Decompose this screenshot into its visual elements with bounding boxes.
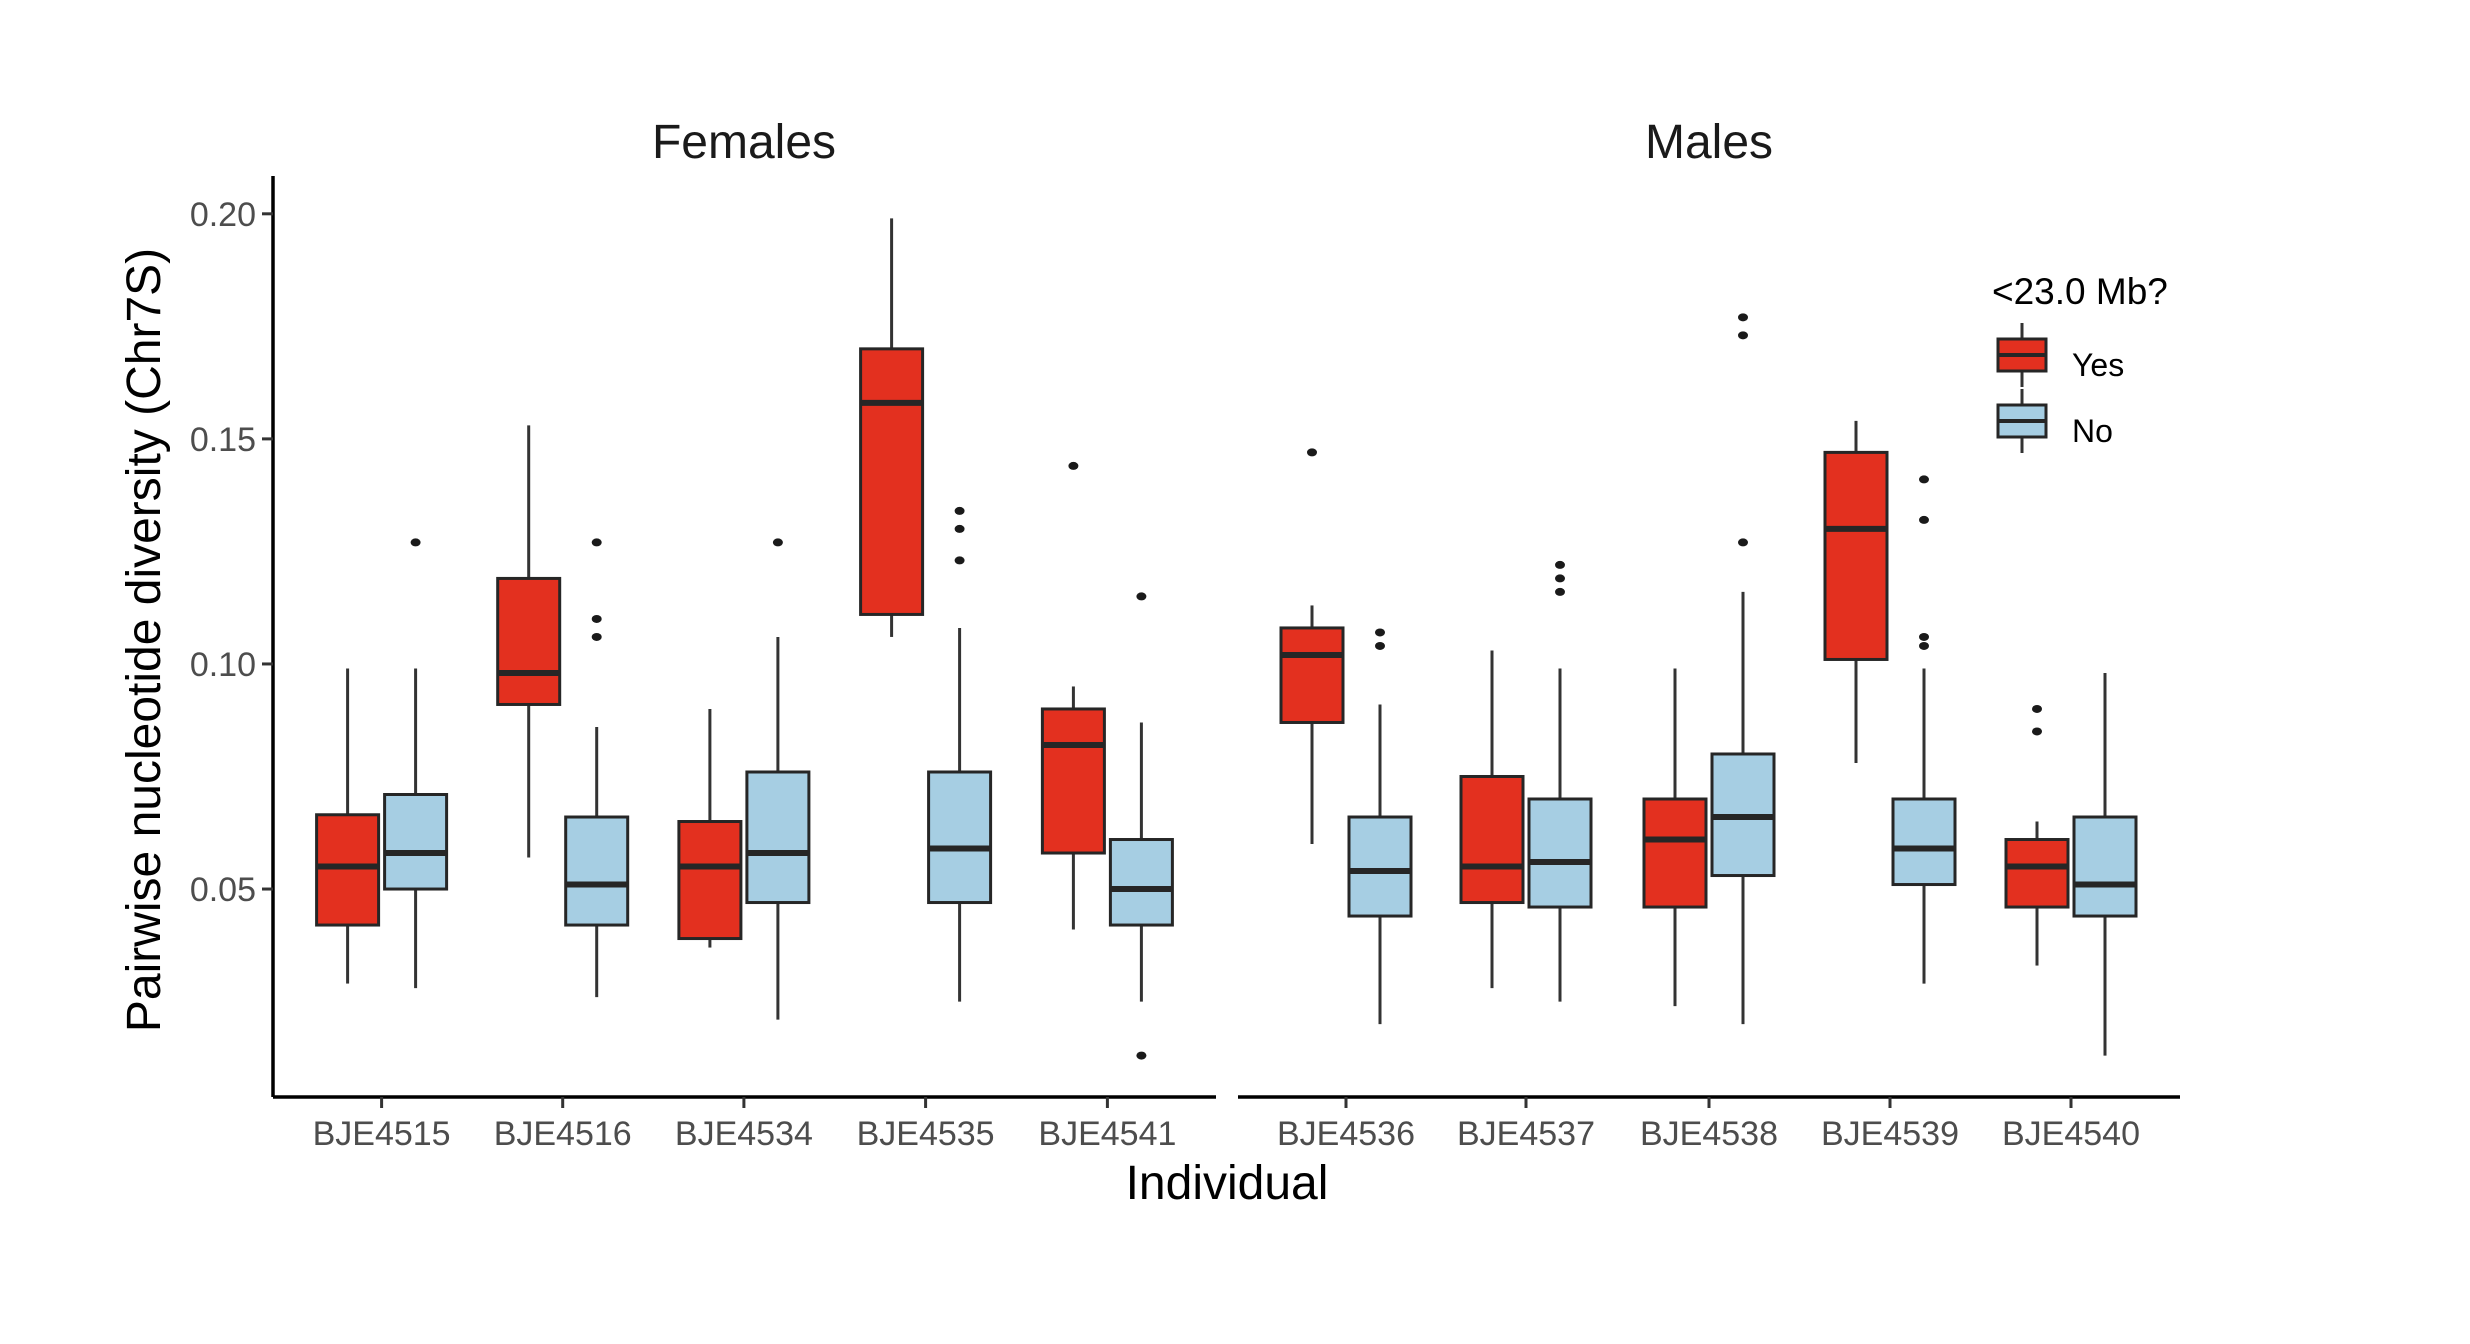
outlier-point bbox=[1136, 1051, 1147, 1060]
box-iqr bbox=[1347, 815, 1413, 918]
box-iqr bbox=[2004, 838, 2070, 909]
box-yes-bje4539 bbox=[1823, 420, 1889, 763]
box-iqr bbox=[1040, 707, 1106, 855]
box-no-bje4537 bbox=[1527, 560, 1593, 1002]
box-iqr bbox=[315, 813, 381, 927]
outlier-point bbox=[1555, 587, 1565, 596]
box-iqr bbox=[1823, 450, 1889, 661]
box-no-bje4541 bbox=[1108, 592, 1174, 1060]
legend: <23.0 Mb? Yes No bbox=[1992, 271, 2168, 453]
box-iqr bbox=[1642, 797, 1708, 909]
box-yes-bje4515 bbox=[315, 668, 381, 984]
x-tick-labels: BJE4515 BJE4516 BJE4534 BJE4535 BJE4541 … bbox=[313, 1115, 2140, 1153]
x-tick-label: BJE4534 bbox=[675, 1115, 813, 1153]
outlier-point bbox=[1136, 592, 1147, 601]
outlier-point bbox=[591, 614, 602, 623]
box-no-bje4516 bbox=[564, 538, 630, 998]
legend-key-yes bbox=[1996, 323, 2048, 387]
outlier-point bbox=[1738, 331, 1748, 340]
x-tick-label: BJE4537 bbox=[1457, 1115, 1595, 1153]
facet-title-females: Females bbox=[652, 116, 836, 169]
box-iqr bbox=[564, 815, 630, 927]
box-iqr bbox=[1108, 838, 1174, 927]
outlier-point bbox=[1738, 538, 1748, 547]
outlier-point bbox=[410, 538, 421, 547]
x-tick-label: BJE4536 bbox=[1277, 1115, 1415, 1153]
box-iqr bbox=[677, 820, 743, 941]
box-yes-bje4534 bbox=[677, 708, 743, 948]
outlier-point bbox=[772, 538, 783, 547]
box-iqr bbox=[745, 770, 811, 905]
axes bbox=[262, 176, 2180, 1108]
outlier-point bbox=[1375, 641, 1385, 650]
outlier-point bbox=[1919, 475, 1929, 484]
outlier-point bbox=[1919, 632, 1929, 641]
outlier-point bbox=[1738, 313, 1748, 322]
legend-keys bbox=[1996, 323, 2048, 453]
box-yes-bje4540 bbox=[2004, 704, 2070, 966]
x-tick-label: BJE4541 bbox=[1038, 1115, 1176, 1153]
box-no-bje4540 bbox=[2072, 672, 2138, 1056]
outlier-point bbox=[1307, 448, 1317, 457]
box-no-bje4538 bbox=[1710, 313, 1776, 1025]
x-tick-label: BJE4535 bbox=[857, 1115, 995, 1153]
x-tick-label: BJE4515 bbox=[313, 1115, 451, 1153]
outlier-point bbox=[2032, 704, 2042, 713]
y-axis-title: Pairwise nucleotide diversity (Chr7S) bbox=[118, 248, 171, 1032]
legend-label-no: No bbox=[2072, 413, 2113, 449]
x-tick-label: BJE4516 bbox=[494, 1115, 632, 1153]
outlier-point bbox=[591, 632, 602, 641]
outlier-point bbox=[1375, 628, 1385, 637]
outlier-point bbox=[1068, 461, 1079, 470]
outlier-point bbox=[591, 538, 602, 547]
outlier-point bbox=[1919, 515, 1929, 524]
outlier-point bbox=[1555, 574, 1565, 583]
box-yes-bje4541 bbox=[1040, 461, 1106, 930]
outlier-point bbox=[2032, 727, 2042, 736]
x-tick-label: BJE4539 bbox=[1821, 1115, 1959, 1153]
boxes bbox=[315, 218, 2138, 1060]
box-iqr bbox=[1891, 797, 1957, 887]
box-yes-bje4535 bbox=[859, 218, 925, 637]
x-axis-title: Individual bbox=[1126, 1157, 1329, 1210]
box-iqr bbox=[1527, 797, 1593, 909]
box-no-bje4539 bbox=[1891, 475, 1957, 984]
y-tick-label: 0.20 bbox=[190, 196, 256, 234]
legend-label-yes: Yes bbox=[2072, 347, 2124, 383]
box-iqr bbox=[1459, 774, 1525, 905]
box-no-bje4534 bbox=[745, 538, 811, 1020]
box-iqr bbox=[927, 770, 993, 905]
box-no-bje4515 bbox=[383, 538, 449, 989]
box-no-bje4535 bbox=[927, 506, 993, 1002]
legend-title: <23.0 Mb? bbox=[1992, 271, 2168, 312]
x-tick-label: BJE4538 bbox=[1640, 1115, 1778, 1153]
y-tick-labels: 0.05 0.10 0.15 0.20 bbox=[190, 196, 256, 909]
box-iqr bbox=[2072, 815, 2138, 918]
outlier-point bbox=[1555, 560, 1565, 569]
y-tick-label: 0.05 bbox=[190, 871, 256, 909]
box-no-bje4536 bbox=[1347, 628, 1413, 1025]
legend-key-no bbox=[1996, 389, 2048, 453]
box-iqr bbox=[496, 576, 562, 706]
outlier-point bbox=[954, 506, 965, 515]
box-yes-bje4536 bbox=[1279, 448, 1345, 845]
box-yes-bje4538 bbox=[1642, 668, 1708, 1007]
outlier-point bbox=[954, 524, 965, 533]
facet-title-males: Males bbox=[1645, 116, 1773, 169]
box-iqr bbox=[383, 793, 449, 891]
x-tick-label: BJE4540 bbox=[2002, 1115, 2140, 1153]
box-iqr bbox=[1279, 626, 1345, 724]
box-iqr bbox=[859, 347, 925, 616]
y-tick-label: 0.15 bbox=[190, 421, 256, 459]
outlier-point bbox=[954, 556, 965, 565]
box-yes-bje4516 bbox=[496, 425, 562, 858]
outlier-point bbox=[1919, 641, 1929, 650]
box-yes-bje4537 bbox=[1459, 650, 1525, 989]
y-tick-label: 0.10 bbox=[190, 646, 256, 684]
